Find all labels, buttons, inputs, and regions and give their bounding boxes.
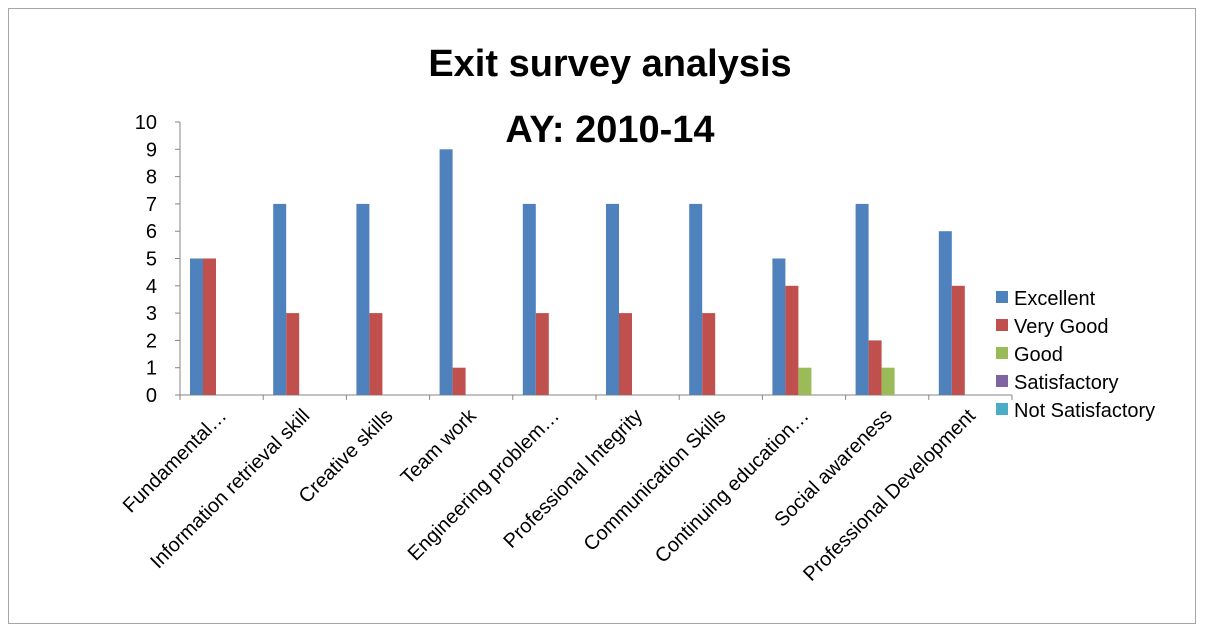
y-tick-label: 8: [146, 167, 157, 189]
legend-label: Very Good: [1014, 316, 1109, 338]
legend-swatch: [996, 319, 1008, 331]
y-tick-label: 7: [146, 194, 157, 216]
y-tick-label: 10: [135, 112, 157, 134]
bar-excellent: [606, 203, 619, 395]
chart-subtitle: AY: 2010-14: [505, 109, 715, 151]
x-tick-label: Professional Development: [799, 405, 980, 586]
y-tick-label: 9: [146, 139, 157, 161]
bar-excellent: [190, 258, 203, 395]
bar-very-good: [369, 313, 383, 395]
bar-excellent: [273, 203, 287, 395]
y-tick-label: 1: [146, 358, 157, 380]
bar-excellent: [689, 203, 703, 395]
bar-excellent: [522, 203, 536, 395]
legend-label: Good: [1014, 344, 1063, 366]
legend-swatch: [996, 291, 1008, 303]
bar-very-good: [452, 367, 466, 395]
bar-very-good: [286, 313, 300, 395]
bar-very-good: [868, 340, 882, 395]
bar-very-good: [203, 258, 216, 395]
x-tick-label: Communication Skills: [580, 405, 731, 556]
bar-very-good: [702, 313, 716, 395]
x-tick-label: Information retrieval skill: [146, 405, 314, 573]
y-tick-label: 3: [146, 303, 157, 325]
bar-excellent: [439, 149, 453, 395]
bar-excellent: [855, 203, 869, 395]
x-tick-label: Team work: [397, 404, 482, 489]
y-tick-label: 0: [146, 385, 157, 407]
bar-very-good: [785, 285, 799, 395]
legend-label: Satisfactory: [1014, 372, 1118, 394]
bar-good: [881, 367, 895, 395]
chart-title: Exit survey analysis: [428, 43, 792, 85]
legend-swatch: [996, 403, 1008, 415]
bar-very-good: [535, 313, 549, 395]
y-tick-label: 2: [146, 330, 157, 352]
legend-swatch: [996, 375, 1008, 387]
bar-good: [798, 367, 812, 395]
x-tick-label: Professional Integrity: [500, 405, 648, 553]
bar-very-good: [619, 313, 632, 395]
bar-excellent: [356, 203, 370, 395]
y-tick-label: 4: [146, 276, 157, 298]
legend-label: Excellent: [1014, 288, 1096, 310]
bar-excellent: [938, 231, 952, 395]
y-tick-label: 6: [146, 221, 157, 243]
x-tick-label: Continuing education…: [651, 405, 814, 568]
bar-excellent: [772, 258, 786, 395]
legend-swatch: [996, 347, 1008, 359]
legend-label: Not Satisfactory: [1014, 400, 1155, 422]
y-tick-label: 5: [146, 249, 157, 271]
bar-very-good: [951, 285, 965, 395]
x-tick-label: Engineering problem…: [404, 405, 564, 565]
